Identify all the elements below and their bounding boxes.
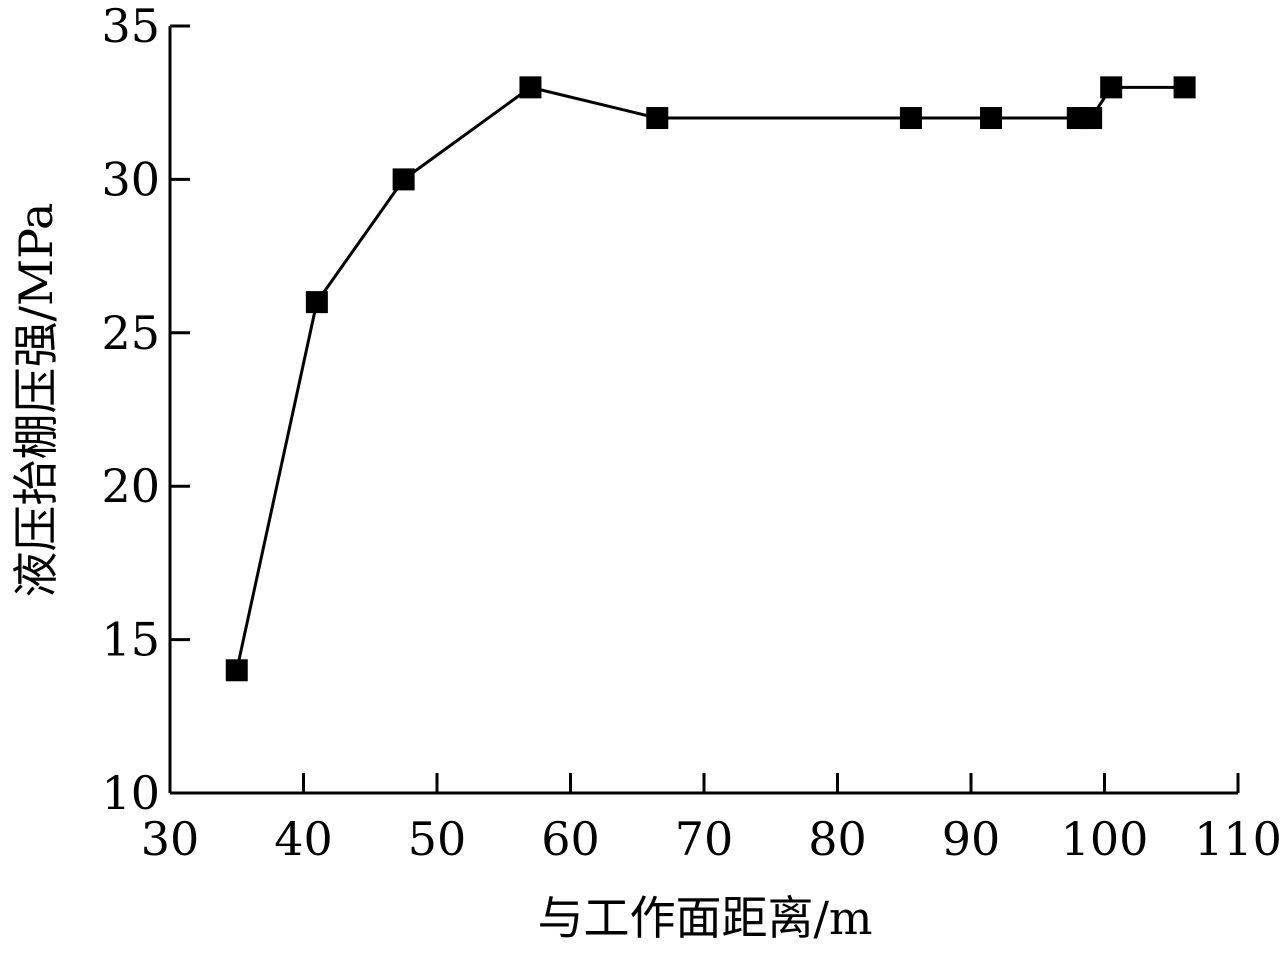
x-tick-label: 60	[541, 812, 600, 866]
series	[225, 76, 1196, 682]
labels: 与工作面距离/m 液压抬棚压强/MPa	[9, 203, 873, 945]
data-point-marker	[392, 168, 415, 191]
y-tick-label: 15	[101, 613, 160, 667]
data-point-marker	[980, 107, 1003, 130]
data-point-marker	[1100, 76, 1123, 99]
x-tick-label: 70	[675, 812, 734, 866]
x-tick-label: 90	[942, 812, 1001, 866]
y-tick-label: 25	[101, 306, 160, 360]
x-tick-label: 100	[1061, 812, 1149, 866]
data-point-marker	[519, 76, 542, 99]
y-tick-label: 10	[101, 766, 160, 820]
data-point-marker	[305, 291, 328, 314]
data-point-marker	[1173, 76, 1196, 99]
x-tick-label: 80	[808, 812, 867, 866]
x-axis-title: 与工作面距离/m	[537, 891, 872, 945]
y-tick-label: 35	[101, 0, 160, 53]
data-point-marker	[225, 659, 248, 682]
x-tick-label: 50	[408, 812, 467, 866]
x-tick-label: 30	[141, 812, 200, 866]
data-point-marker	[646, 107, 669, 130]
axes	[168, 26, 1238, 795]
y-tick-label: 20	[101, 459, 160, 513]
x-tick-label: 110	[1194, 812, 1280, 866]
data-point-marker	[899, 107, 922, 130]
ticks: 30 40 50 60 70 80 90 100 110 10 15 20 25 30 35	[101, 0, 1280, 866]
data-point-marker	[1080, 107, 1103, 130]
y-axis-title: 液压抬棚压强/MPa	[9, 203, 63, 598]
x-tick-label: 40	[274, 812, 333, 866]
y-tick-label: 30	[101, 152, 160, 206]
series-line	[235, 85, 1185, 671]
